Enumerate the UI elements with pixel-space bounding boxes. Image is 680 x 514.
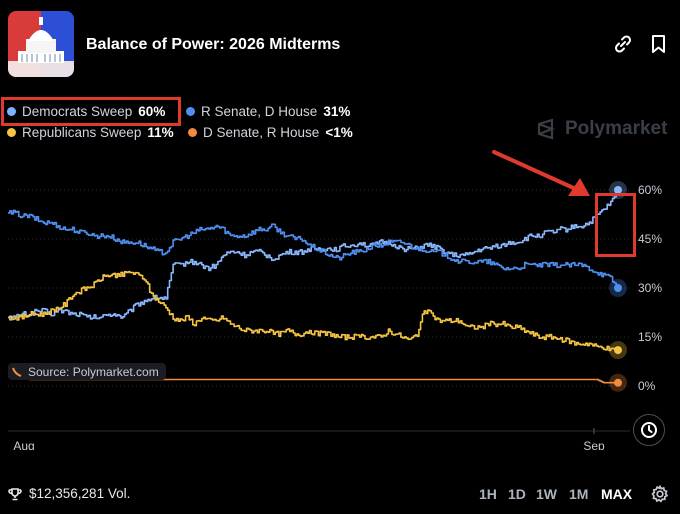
legend-pct: 60% [138, 104, 166, 119]
x-tick-label: Sep [583, 439, 605, 450]
y-axis-ticks: 60% 45% 30% 15% 0% [638, 183, 662, 393]
capitol-thumbnail [8, 11, 74, 77]
trophy-icon [8, 487, 22, 500]
series-line-1 [8, 209, 619, 288]
range-max-button[interactable]: MAX [601, 486, 633, 502]
clock-icon [641, 422, 657, 438]
legend-pct: <1% [325, 125, 353, 140]
polymarket-logo-icon [537, 118, 556, 140]
y-tick-label: 60% [638, 183, 662, 197]
gear-icon [651, 484, 669, 503]
legend-label: Democrats Sweep [22, 104, 133, 119]
legend-label: D Senate, R House [203, 125, 320, 140]
legend-item-democrats-sweep[interactable]: Democrats Sweep 60% [7, 104, 165, 119]
legend-label: R Senate, D House [201, 104, 318, 119]
source-mark-icon [12, 367, 22, 377]
legend-item-republicans-sweep[interactable]: Republicans Sweep 11% [7, 125, 174, 140]
y-tick-label: 15% [638, 330, 662, 344]
y-tick-label: 45% [638, 232, 662, 246]
legend-pct: 11% [147, 125, 174, 140]
y-tick-label: 0% [638, 379, 656, 393]
source-text: Source: Polymarket.com [28, 364, 159, 379]
legend-dot [7, 128, 16, 137]
market-header: Balance of Power: 2026 Midterms [0, 0, 680, 86]
legend-item-r-senate-d-house[interactable]: R Senate, D House 31% [186, 104, 350, 119]
chart-grid [8, 189, 630, 432]
legend-dot [186, 107, 195, 116]
annotation-highlight-box [1, 97, 181, 126]
chart-settings-button[interactable] [651, 484, 669, 508]
series-line-2 [8, 270, 619, 353]
volume-display: $12,356,281 Vol. [8, 486, 130, 501]
history-clock-button[interactable] [633, 414, 665, 446]
range-1h-button[interactable]: 1H [479, 486, 497, 502]
link-icon[interactable] [612, 33, 634, 55]
chart-source-label: Source: Polymarket.com [8, 363, 166, 380]
range-1m-button[interactable]: 1M [569, 486, 589, 502]
polymarket-watermark: Polymarket [535, 118, 667, 140]
series-end-point [614, 346, 622, 355]
range-1w-button[interactable]: 1W [536, 486, 557, 502]
page-title: Balance of Power: 2026 Midterms [86, 36, 341, 53]
y-tick-label: 30% [638, 281, 662, 295]
legend-dot [7, 107, 16, 116]
range-1d-button[interactable]: 1D [508, 486, 526, 502]
watermark-text: Polymarket [565, 118, 668, 139]
series-end-point [614, 378, 622, 387]
price-history-chart: 60% 45% 30% 15% 0% Aug Sep [8, 181, 662, 450]
annotation-arrow-icon [492, 150, 590, 196]
bookmark-icon[interactable] [648, 33, 670, 55]
x-axis-ticks: Aug Sep [13, 428, 605, 450]
legend-dot [188, 128, 197, 137]
legend-label: Republicans Sweep [22, 125, 142, 140]
legend-item-d-senate-r-house[interactable]: D Senate, R House <1% [188, 125, 353, 140]
annotation-endpoint-box [595, 193, 636, 257]
x-tick-label: Aug [13, 439, 34, 450]
legend-pct: 31% [323, 104, 351, 119]
volume-text: $12,356,281 Vol. [29, 486, 131, 501]
series-end-point [614, 284, 622, 292]
series-end-point [614, 186, 622, 194]
